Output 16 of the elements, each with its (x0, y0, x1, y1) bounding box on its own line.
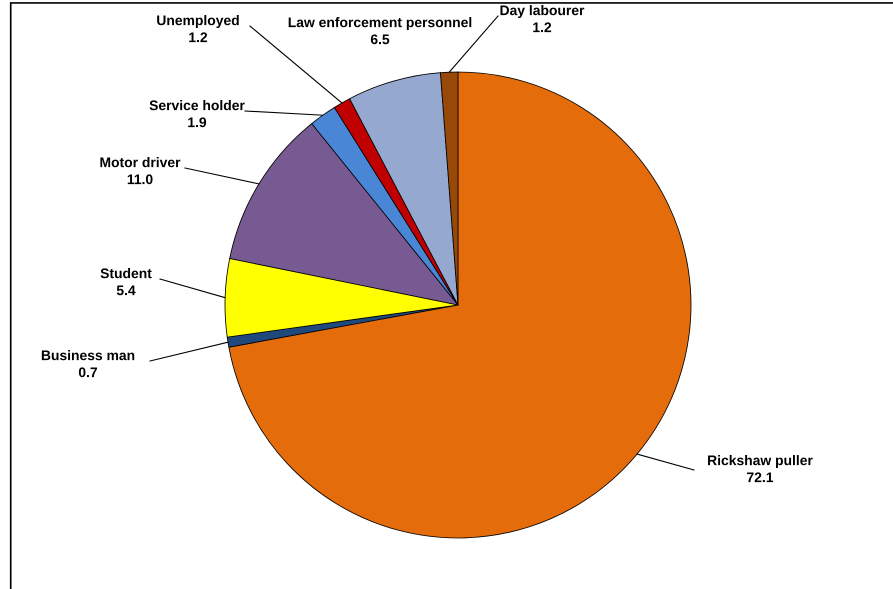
slice-label: Law enforcement personnel (288, 17, 472, 30)
slice-label: Service holder (150, 100, 245, 110)
slice-label: Day labourer (500, 5, 584, 18)
slice-label: Student (100, 268, 152, 278)
data-label: 1.9 (188, 117, 206, 128)
data-label: 1.2 (189, 32, 208, 42)
data-label: 1.2 (533, 22, 552, 32)
slice-label: Unemployed (157, 15, 239, 28)
slice-label: Motor driver (100, 157, 180, 168)
slice-label: Rickshaw puller (708, 455, 813, 468)
data-label: 72.1 (747, 472, 774, 482)
data-label: 6.5 (370, 34, 390, 44)
data-label: 11.0 (128, 174, 153, 184)
data-label: 0.7 (78, 367, 98, 378)
slice-label: Business man (42, 350, 134, 360)
data-label: 5.4 (116, 286, 136, 296)
